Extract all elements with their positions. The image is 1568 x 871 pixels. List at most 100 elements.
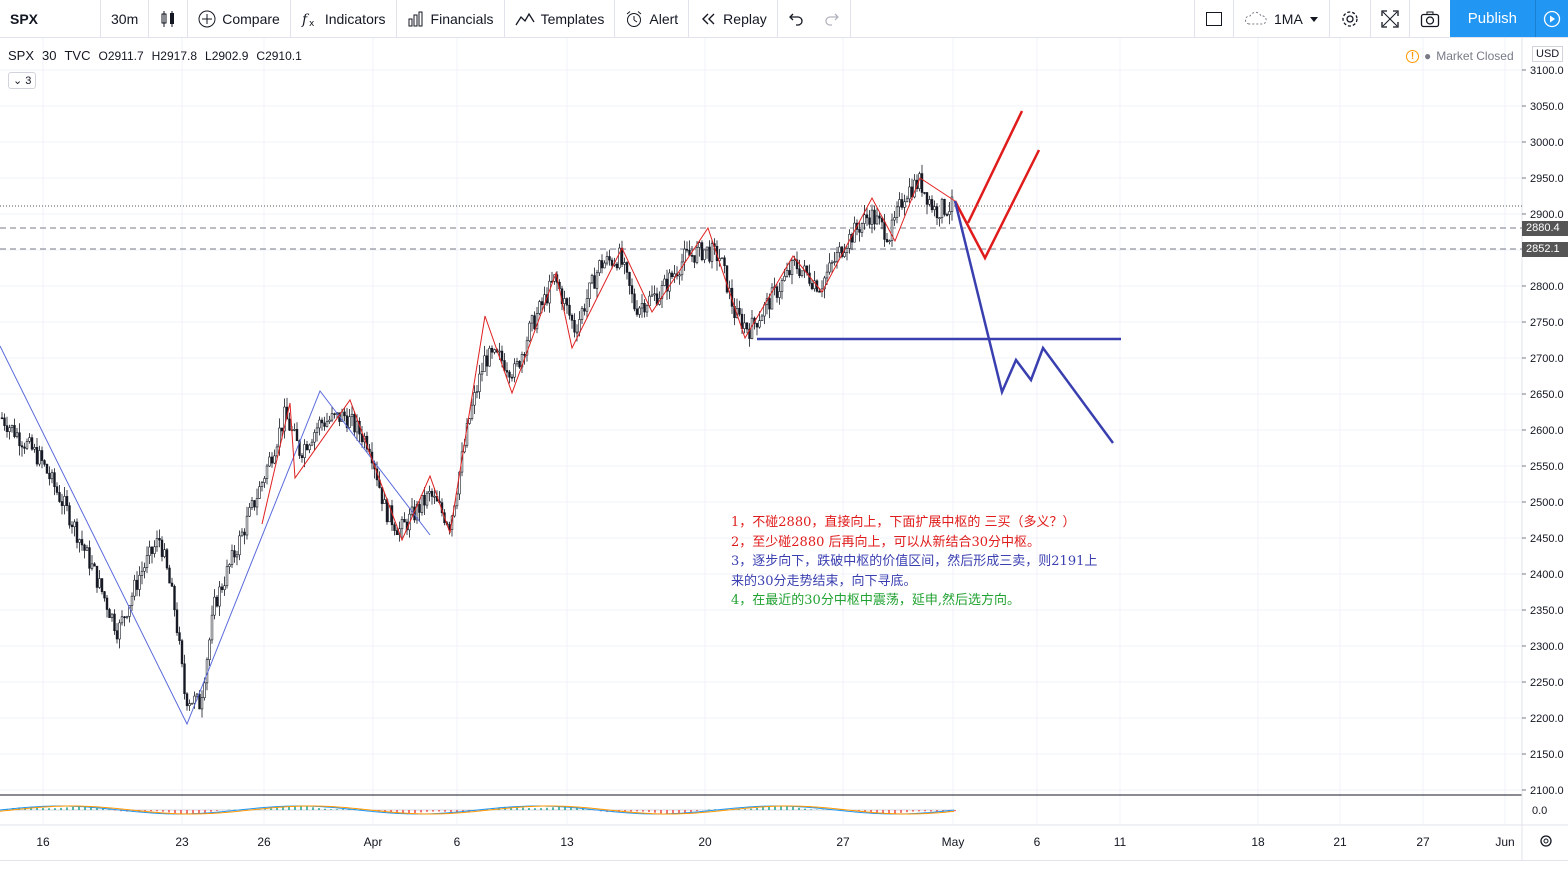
- time-tick-label: 26: [257, 835, 271, 849]
- chart-type-button[interactable]: [149, 0, 188, 37]
- osc-bar: [738, 809, 740, 810]
- candle: [181, 639, 183, 667]
- currency-text: USD: [1536, 48, 1559, 60]
- osc-bar: [204, 810, 206, 813]
- market-status-label: Market Closed: [1436, 49, 1513, 63]
- note-4: 4，在最近的30分中枢中震荡，延申,然后选方向。: [731, 591, 1097, 611]
- price-tick-label: 2650.0: [1530, 389, 1564, 401]
- cloud-icon: [1244, 11, 1268, 27]
- osc-bar: [924, 810, 926, 811]
- osc-bar: [66, 807, 68, 810]
- time-tick-label: Jun: [1495, 835, 1514, 849]
- indicators-label: Indicators: [325, 11, 386, 27]
- redo-icon: [824, 11, 840, 27]
- osc-bar: [330, 809, 332, 810]
- legend-interval: 30: [42, 48, 56, 63]
- candle: [701, 240, 703, 261]
- alarm-clock-icon: [625, 10, 643, 28]
- caret-down-icon: [1309, 14, 1319, 24]
- osc-bar: [528, 808, 530, 810]
- price-tick-label: 2350.0: [1530, 605, 1564, 617]
- time-tick-label: 27: [836, 835, 850, 849]
- legend-close: C2910.1: [256, 49, 301, 63]
- snapshot-button[interactable]: [1410, 0, 1450, 37]
- price-chart[interactable]: 3100.03050.03000.02950.02900.02850.02800…: [0, 38, 1568, 860]
- osc-bar: [642, 810, 644, 812]
- price-tick-label: 2550.0: [1530, 461, 1564, 473]
- osc-bar: [666, 810, 668, 814]
- osc-bar: [912, 810, 914, 812]
- price-tick-label: 2800.0: [1530, 281, 1564, 293]
- osc-bar: [804, 809, 806, 810]
- osc-bar: [696, 810, 698, 811]
- note-3-cont: 来的30分走势结束，向下寻底。: [731, 572, 1097, 592]
- financials-button[interactable]: Financials: [397, 0, 505, 37]
- alert-button[interactable]: Alert: [615, 0, 689, 37]
- candle: [489, 346, 491, 367]
- currency-label[interactable]: USD: [1532, 46, 1563, 62]
- symbol-label: SPX: [10, 11, 38, 27]
- time-tick-label: 21: [1333, 835, 1347, 849]
- redo-button[interactable]: [814, 0, 851, 37]
- hidden-indicators-badge[interactable]: ⌄ 3: [8, 72, 36, 89]
- osc-bar: [750, 809, 752, 810]
- legend-source: TVC: [64, 48, 90, 63]
- symbol-search[interactable]: SPX: [0, 0, 101, 37]
- undo-button[interactable]: [778, 0, 814, 37]
- gear-icon: [1340, 9, 1360, 29]
- price-tick-label: 2900.0: [1530, 209, 1564, 221]
- svg-text:x: x: [309, 19, 315, 28]
- publish-label: Publish: [1468, 10, 1517, 27]
- time-tick-label: Apr: [364, 835, 383, 849]
- settings-button[interactable]: [1330, 0, 1371, 37]
- time-tick-label: 11: [1114, 835, 1127, 849]
- publish-button[interactable]: Publish: [1450, 0, 1535, 37]
- templates-button[interactable]: Templates: [505, 0, 616, 37]
- series-legend: SPX 30 TVC O2911.7 H2917.8 L2902.9 C2910…: [8, 48, 302, 63]
- time-tick-label: 6: [1034, 835, 1041, 849]
- osc-bar: [318, 808, 320, 810]
- layout-select[interactable]: 1MA: [1234, 0, 1330, 37]
- osc-bar: [312, 807, 314, 810]
- bar-chart-icon: [407, 10, 425, 28]
- candle: [944, 199, 946, 217]
- plus-circle-icon: [198, 10, 216, 28]
- compare-button[interactable]: Compare: [188, 0, 291, 37]
- legend-high: H2917.8: [152, 49, 197, 63]
- rewind-icon: [699, 10, 717, 28]
- osc-bar: [168, 810, 170, 812]
- osc-bar: [414, 810, 416, 813]
- financials-label: Financials: [431, 11, 494, 27]
- interval-button[interactable]: 30m: [101, 0, 149, 37]
- fullscreen-icon: [1381, 10, 1399, 28]
- badge-count: 3: [25, 75, 31, 87]
- osc-bar: [918, 810, 920, 811]
- undo-icon: [788, 11, 804, 27]
- osc-bar: [660, 810, 662, 813]
- candle: [166, 548, 168, 570]
- price-tick-label: 2200.0: [1530, 713, 1564, 725]
- osc-bar: [342, 809, 344, 810]
- osc-bar: [60, 808, 62, 810]
- fullscreen-button[interactable]: [1371, 0, 1410, 37]
- osc-bar: [744, 809, 746, 810]
- replay-button[interactable]: Replay: [689, 0, 778, 37]
- camera-icon: [1420, 10, 1440, 28]
- time-tick-label: 20: [698, 835, 712, 849]
- osc-zero-label: 0.0: [1532, 805, 1547, 817]
- market-status[interactable]: ! ● Market Closed: [1406, 49, 1514, 63]
- osc-bar: [264, 809, 266, 810]
- osc-bar: [156, 810, 158, 811]
- publish-menu-button[interactable]: [1535, 0, 1568, 37]
- osc-bar: [930, 810, 932, 812]
- layout-button[interactable]: [1194, 0, 1234, 37]
- price-tick-label: 2950.0: [1530, 173, 1564, 185]
- square-layout-icon: [1205, 10, 1223, 28]
- osc-bar: [648, 810, 650, 812]
- osc-bar: [42, 808, 44, 810]
- osc-bar: [792, 807, 794, 810]
- legend-open: O2911.7: [98, 49, 143, 63]
- templates-label: Templates: [541, 11, 605, 27]
